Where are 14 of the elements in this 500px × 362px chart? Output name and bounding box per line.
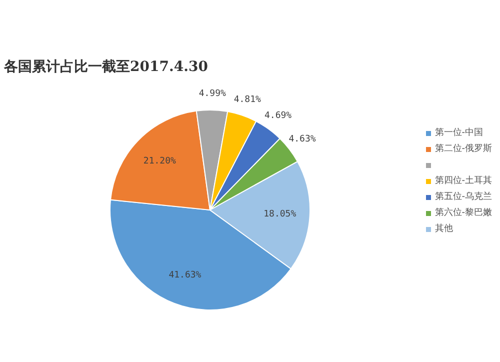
data-label: 18.05% — [264, 209, 297, 220]
chart-title: 各国累计占比一截至2017.4.30 — [4, 58, 208, 76]
legend-label: 第二位-俄罗斯 — [434, 142, 492, 156]
legend-label: 其他 — [434, 222, 453, 236]
legend-label: 第一位-中国 — [434, 126, 483, 140]
legend-label: 第五位-乌克兰 — [434, 190, 492, 204]
data-label: 4.81% — [234, 95, 262, 106]
data-label: 4.63% — [288, 134, 316, 145]
data-label: 4.69% — [264, 111, 292, 122]
data-label: 21.20% — [143, 156, 177, 166]
data-label: 4.99% — [198, 89, 226, 100]
legend-label: 第六位-黎巴嫩 — [434, 206, 492, 220]
data-label: 41.63% — [168, 270, 202, 280]
legend-label: 第四位-土耳其 — [434, 174, 492, 188]
